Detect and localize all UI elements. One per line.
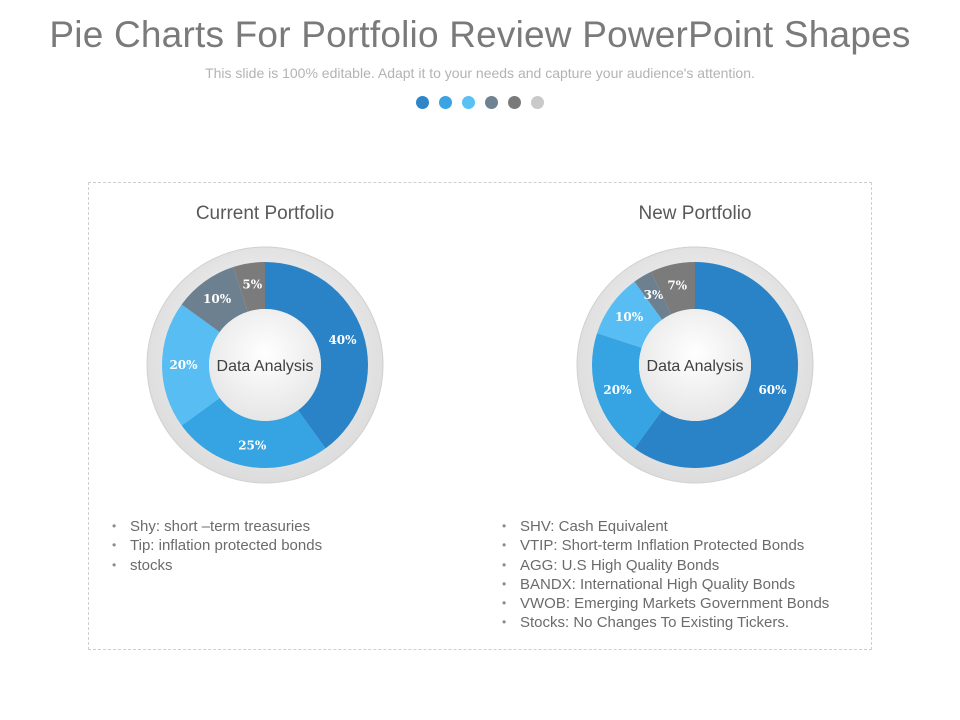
nav-dot [439,96,452,109]
donut-slice [181,397,326,468]
donut-center [209,309,321,421]
donut-center [639,309,751,421]
slice-label: 40% [328,333,357,347]
donut-slice [634,271,672,320]
legend-item: VWOB: Emerging Markets Government Bonds [500,594,829,614]
donut-slice [265,262,368,449]
nav-dot [485,96,498,109]
nav-dot [462,96,475,109]
slice-label: 7% [667,278,687,292]
nav-dot [531,96,544,109]
nav-dot [508,96,521,109]
nav-dot [416,96,429,109]
donut-slice [651,262,695,315]
nav-dots [0,96,960,109]
slide-subtitle: This slide is 100% editable. Adapt it to… [205,65,755,81]
slice-label: 25% [238,438,267,452]
new-portfolio-title: New Portfolio [638,203,752,224]
current-portfolio-donut: 40% 25% 20% 10% 5% Data Analysis [146,246,384,484]
slide-title: Pie Charts For Portfolio Review PowerPoi… [49,14,911,55]
legend-item: stocks [110,556,322,576]
slice-label: 60% [758,383,787,397]
legend-item: AGG: U.S High Quality Bonds [500,556,829,576]
legend-item: Shy: short –term treasuries [110,517,322,537]
donut-slice [597,281,663,348]
slice-label: 20% [169,358,198,372]
legend-item: Stocks: No Changes To Existing Tickers. [500,613,829,633]
slice-label: 10% [615,310,644,324]
legend-item: SHV: Cash Equivalent [500,517,829,537]
slice-label: 3% [644,288,664,302]
charts-panel [88,182,872,650]
donut-center-label: Data Analysis [647,358,744,375]
current-portfolio-title: Current Portfolio [195,203,335,224]
new-portfolio-donut: 60% 20% 10%3%7% Data Analysis [576,246,814,484]
donut-slice [162,304,220,426]
donut-slice [592,333,663,449]
slice-label: 5% [242,278,262,292]
donut-slice [634,262,798,468]
legend-item: BANDX: International High Quality Bonds [500,575,829,595]
legend-item: VTIP: Short-term Inflation Protected Bon… [500,536,829,556]
slice-label: 20% [603,383,632,397]
legend-item: Tip: inflation protected bonds [110,536,322,556]
current-portfolio-legend: Shy: short –term treasuriesTip: inflatio… [110,517,322,575]
donut-slice [233,262,265,312]
donut-center-label: Data Analysis [217,358,314,375]
donut-slice [181,267,248,333]
slice-label: 10% [203,292,232,306]
new-portfolio-legend: SHV: Cash EquivalentVTIP: Short-term Inf… [500,517,829,633]
